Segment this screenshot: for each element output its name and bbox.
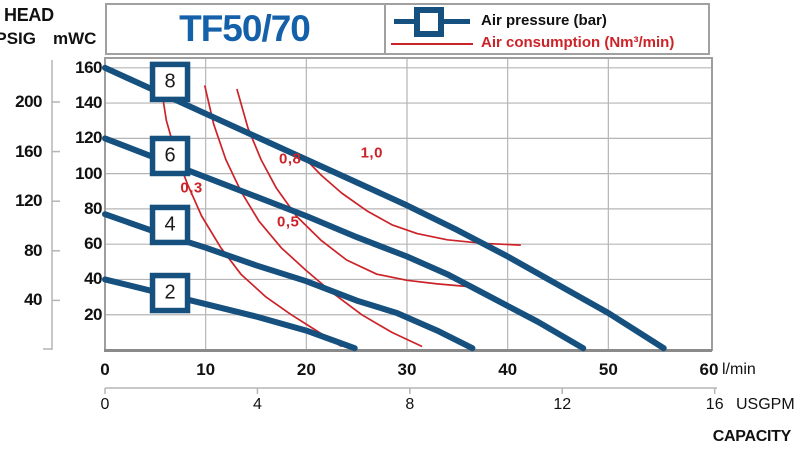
consumption-curve-label-0_5: 0,5 [277,213,300,231]
mwc-tick-label: 20 [84,304,102,324]
pressure-curve-label-4bar: 4 [164,213,176,236]
air-pressure-curve-2bar [102,276,358,352]
psig-tick-label: 200 [15,91,42,111]
pressure-label-box-2bar [149,272,191,314]
usgpm-tick-label: 16 [705,396,724,413]
mwc-tick-label: 160 [75,57,102,77]
air-consumption-curve-1_0 [303,157,521,246]
mwc-tick-label: 40 [84,269,102,289]
pressure-label-box-8bar [149,61,191,103]
pressure-label-box-4bar [149,204,191,246]
chart-title: TF50/70 [179,8,311,49]
legend-air-pressure-label: Air pressure (bar) [481,12,607,29]
lmin-tick-label: 0 [100,360,110,379]
psig-tick-label: 120 [15,191,42,211]
air-consumption-line-icon [391,43,473,45]
psig-tick-label: 160 [15,141,42,161]
usgpm-tick-label: 4 [252,396,262,413]
lmin-tick-label: 20 [296,360,316,379]
legend: Air pressure (bar) Air consumption (Nm³/… [386,3,710,55]
usgpm-tick-label: 8 [405,396,415,413]
psig-tick-label: 40 [24,290,42,310]
psig-tick-label: 80 [24,240,42,260]
lmin-tick-label: 50 [598,360,618,379]
usgpm-unit-label: USGPM [736,396,795,413]
header-box [105,3,710,55]
legend-air-consumption-label: Air consumption (Nm³/min) [481,34,675,51]
lmin-tick-label: 30 [397,360,417,379]
pressure-curve-label-2bar: 2 [164,281,176,304]
mwc-axis-title: mWC [53,29,97,48]
mwc-tick-label: 120 [75,128,102,148]
lmin-tick-label: 10 [196,360,216,379]
capacity-axis-title: CAPACITY [712,428,792,445]
usgpm-tick-label: 0 [100,396,110,413]
pressure-label-box-6bar [149,135,191,177]
consumption-curve-label-0_8: 0,8 [279,150,302,168]
air-pressure-square-marker-icon [414,7,444,37]
header-divider [384,3,386,55]
pressure-curve-label-6bar: 6 [164,144,176,167]
lmin-unit-label: l/min [722,361,756,378]
mwc-tick-label: 80 [84,198,102,218]
air-consumption-curve-0_8 [236,88,468,288]
pressure-curve-label-8bar: 8 [164,70,176,93]
head-axis-title: HEAD [4,5,54,25]
mwc-tick-label: 100 [75,163,102,183]
consumption-curve-label-0_3: 0,3 [180,179,203,197]
mwc-tick-label: 60 [84,234,102,254]
consumption-curve-label-1_0: 1,0 [360,144,383,162]
psig-axis-title: PSIG [0,29,36,48]
air-pressure-curve-8bar [102,64,667,352]
mwc-tick-label: 140 [75,93,102,113]
lmin-tick-label: 60 [699,360,719,379]
air-consumption-curve-0_5 [203,85,423,348]
usgpm-tick-label: 12 [553,396,572,413]
lmin-tick-label: 40 [498,360,518,379]
